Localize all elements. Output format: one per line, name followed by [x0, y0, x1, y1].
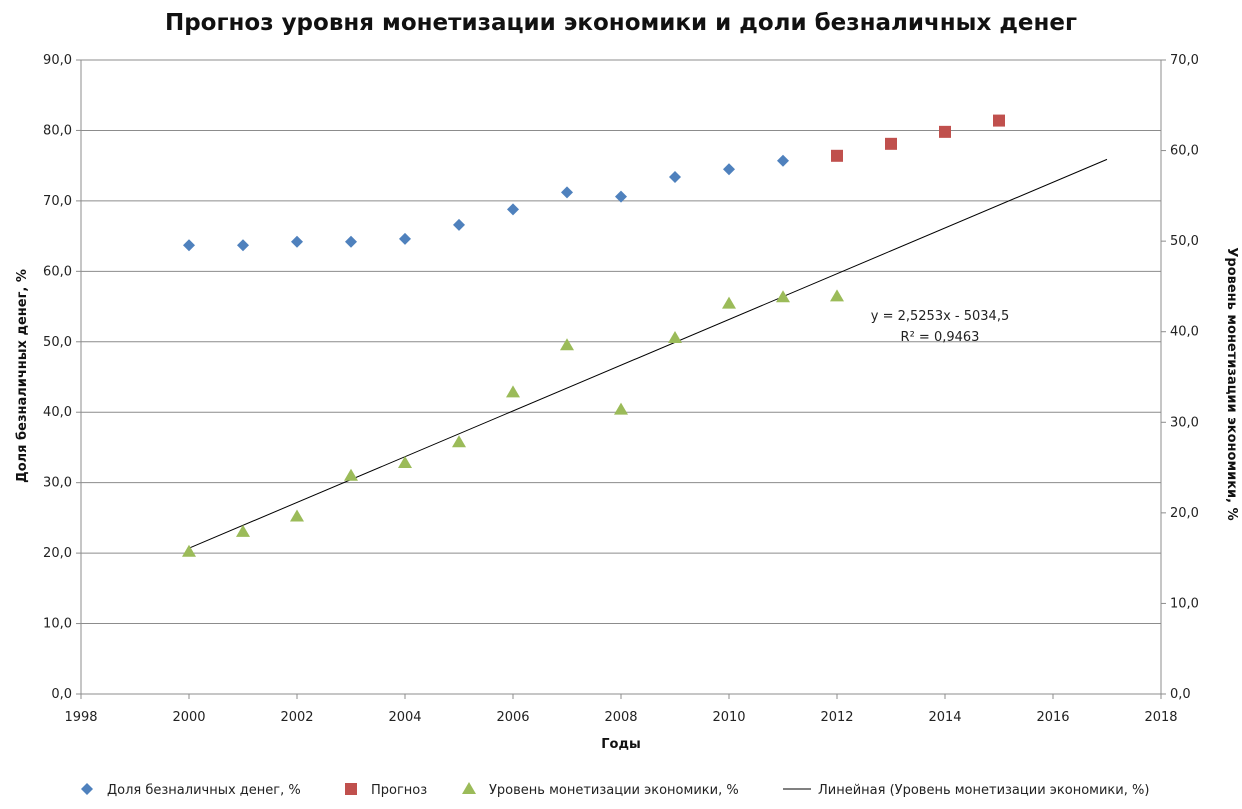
- y-right-tick-label: 70,0: [1170, 53, 1199, 68]
- x-axis-label: Годы: [601, 737, 640, 752]
- legend-label: Доля безналичных денег, %: [107, 783, 301, 798]
- x-tick-label: 2002: [280, 710, 313, 725]
- data-point-diamond: [723, 163, 735, 176]
- y-left-tick-label: 10,0: [43, 617, 72, 632]
- y-axis-left-label: Доля безналичных денег, %: [15, 269, 30, 483]
- y-right-tick-label: 50,0: [1170, 234, 1199, 249]
- data-point-diamond: [561, 186, 573, 199]
- y-left-tick-label: 90,0: [43, 53, 72, 68]
- legend-swatch-square: [345, 783, 357, 795]
- y-left-tick-label: 40,0: [43, 405, 72, 420]
- legend: Доля безналичных денег, % Прогноз Уровень …: [81, 782, 1149, 798]
- legend-item: Прогноз: [345, 783, 427, 798]
- chart-title: Прогноз уровня монетизации экономики и д…: [165, 10, 1077, 36]
- data-point-triangle: [182, 544, 196, 557]
- legend-item: Линейная (Уровень монетизации экономики,…: [783, 783, 1149, 798]
- data-point-square: [993, 114, 1005, 127]
- data-point-triangle: [560, 338, 574, 351]
- x-tick-label: 2016: [1036, 710, 1069, 725]
- trendline: [188, 158, 1108, 549]
- legend-item: Доля безналичных денег, %: [81, 783, 301, 798]
- data-point-triangle: [290, 509, 304, 522]
- data-point-triangle: [614, 402, 628, 415]
- y-right-tick-label: 10,0: [1170, 596, 1199, 611]
- data-point-square: [831, 149, 843, 162]
- trend-r-squared: R² = 0,9463: [901, 330, 980, 345]
- data-point-triangle: [830, 289, 844, 302]
- y-right-tick-label: 60,0: [1170, 144, 1199, 159]
- y-right-tick-label: 40,0: [1170, 325, 1199, 340]
- x-tick-label: 2006: [496, 710, 529, 725]
- data-point-triangle: [344, 468, 358, 481]
- data-point-triangle: [506, 385, 520, 398]
- data-point-diamond: [183, 239, 195, 252]
- data-point-triangle: [668, 331, 682, 344]
- data-marks: [182, 114, 1005, 557]
- y-right-tick-label: 20,0: [1170, 506, 1199, 521]
- data-point-diamond: [777, 154, 789, 167]
- grid-lines: [81, 59, 1161, 625]
- data-point-square: [885, 137, 897, 150]
- data-point-diamond: [507, 203, 519, 216]
- data-point-diamond: [669, 170, 681, 183]
- trend-equation: y = 2,5253x - 5034,5: [871, 309, 1009, 324]
- y-left-tick-label: 60,0: [43, 264, 72, 279]
- data-point-triangle: [398, 456, 412, 469]
- y-left-tick-label: 80,0: [43, 123, 72, 138]
- data-point-diamond: [615, 190, 627, 203]
- trendline-layer: [188, 158, 1108, 549]
- legend-label: Уровень монетизации экономики, %: [489, 783, 739, 798]
- data-point-diamond: [345, 235, 357, 248]
- data-point-triangle: [776, 290, 790, 303]
- data-point-diamond: [453, 218, 465, 231]
- legend-item: Уровень монетизации экономики, %: [462, 782, 739, 798]
- legend-label: Прогноз: [371, 783, 427, 798]
- legend-swatch-diamond: [81, 783, 93, 795]
- x-tick-label: 2008: [604, 710, 637, 725]
- data-point-diamond: [399, 232, 411, 245]
- y-left-tick-label: 20,0: [43, 546, 72, 561]
- data-point-square: [939, 125, 951, 138]
- y-right-tick-label: 0,0: [1170, 687, 1191, 702]
- x-tick-label: 2010: [712, 710, 745, 725]
- data-point-diamond: [237, 239, 249, 252]
- legend-swatch-triangle: [462, 782, 476, 794]
- y-left-tick-label: 70,0: [43, 194, 72, 209]
- y-axis-right-label: Уровень монетизации экономики, %: [1224, 247, 1239, 520]
- data-point-triangle: [722, 296, 736, 309]
- x-tick-label: 1998: [64, 710, 97, 725]
- y-left-tick-label: 50,0: [43, 335, 72, 350]
- data-point-triangle: [452, 435, 466, 448]
- x-tick-label: 2014: [928, 710, 961, 725]
- x-tick-label: 2004: [388, 710, 421, 725]
- data-point-diamond: [291, 235, 303, 248]
- x-tick-label: 2018: [1144, 710, 1177, 725]
- y-left-tick-label: 0,0: [51, 687, 72, 702]
- x-tick-label: 2012: [820, 710, 853, 725]
- x-tick-label: 2000: [172, 710, 205, 725]
- axes: 0,0 10,0 20,0 30,0 40,0 50,0 60,0 70,0 80,0 90,0 0…: [43, 53, 1199, 725]
- data-point-triangle: [236, 524, 250, 537]
- y-right-tick-label: 30,0: [1170, 415, 1199, 430]
- y-left-tick-label: 30,0: [43, 476, 72, 491]
- legend-label: Линейная (Уровень монетизации экономики,…: [818, 783, 1149, 798]
